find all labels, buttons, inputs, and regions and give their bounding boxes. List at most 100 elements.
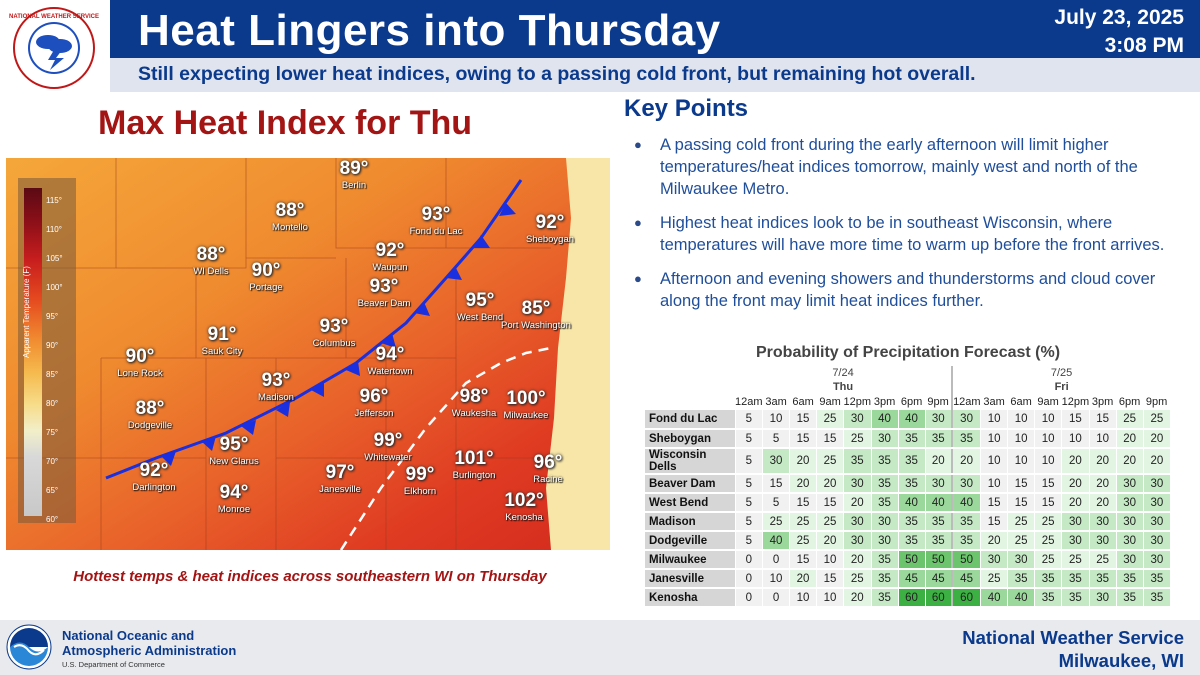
pop-value-cell: 10 (762, 569, 790, 589)
pop-value-cell: 20 (843, 550, 872, 570)
pop-value-cell: 5 (762, 429, 790, 449)
pop-value-cell: 0 (762, 588, 790, 608)
city-label: 88° Montello (272, 200, 308, 233)
pop-value-cell: 15 (789, 493, 817, 513)
map-title: Max Heat Index for Thu (98, 104, 473, 142)
key-point-item: Afternoon and evening showers and thunde… (634, 268, 1174, 312)
pop-date-row: 7/24 7/25 (645, 366, 1171, 380)
pop-value-cell: 20 (951, 448, 981, 475)
pop-value-cell: 15 (789, 550, 817, 570)
pop-value-cell: 25 (843, 569, 872, 589)
pop-value-cell: 5 (734, 474, 763, 494)
pop-value-cell: 35 (924, 531, 953, 551)
pop-value-cell: 30 (762, 448, 790, 475)
pop-value-cell: 10 (816, 588, 844, 608)
pop-value-cell: 15 (1061, 410, 1090, 430)
pop-hour-header: 6pm (1118, 396, 1141, 408)
pop-location-cell: Fond du Lac (645, 410, 735, 430)
pop-value-cell: 40 (1007, 588, 1035, 608)
dashed-boundary (339, 346, 552, 550)
pop-value-cell: 35 (870, 550, 899, 570)
pop-value-cell: 25 (1034, 531, 1062, 551)
nws-logo-text: NATIONAL WEATHER SERVICE (9, 14, 99, 20)
city-label: 99° Elkhorn (403, 464, 437, 497)
noaa-logo (6, 624, 52, 670)
legend-tick: 90° (46, 341, 59, 350)
pop-value-cell: 30 (1088, 588, 1117, 608)
city-label: 101° Burlington (452, 448, 496, 481)
pop-value-cell: 0 (734, 569, 763, 589)
pop-value-cell: 5 (734, 493, 763, 513)
pop-value-cell: 50 (924, 550, 953, 570)
pop-value-cell: 35 (924, 429, 953, 449)
lake-michigan (546, 158, 610, 550)
pop-hour-header: 6am (1010, 396, 1032, 408)
pop-value-cell: 20 (1088, 474, 1117, 494)
pop-hour-header: 12pm (1061, 396, 1090, 408)
pop-location-cell: Dodgeville (645, 531, 735, 551)
pop-hour-header: 9pm (927, 396, 949, 408)
pop-hour-row: 12am 3am 6am 9am 12pm 3pm 6pm 9pm 12am 3am 6am 9am 1… (645, 394, 1170, 410)
pop-value-cell: 60 (951, 588, 981, 608)
pop-dow-row: Thu Fri (645, 380, 1171, 394)
pop-value-cell: 15 (816, 429, 844, 449)
city-label: 85° Port Washington (501, 298, 571, 331)
pop-value-cell: 30 (924, 410, 953, 430)
pop-value-cell: 10 (1034, 410, 1062, 430)
pop-value-cell: 45 (897, 569, 926, 589)
pop-location-cell: Kenosha (645, 588, 735, 608)
pop-value-cell: 35 (1142, 588, 1171, 608)
pop-value-cell: 30 (870, 531, 899, 551)
city-label: 92° Waupun (372, 240, 408, 273)
office-name: National Weather Service Milwaukee, WI (962, 626, 1184, 672)
pop-value-cell: 30 (1142, 474, 1171, 494)
legend-tick: 65° (46, 486, 59, 495)
pop-value-cell: 25 (1088, 550, 1117, 570)
pop-value-cell: 25 (980, 569, 1008, 589)
city-label: 93° Beaver Dam (357, 276, 411, 309)
pop-value-cell: 35 (1142, 569, 1171, 589)
pop-value-cell: 20 (980, 531, 1008, 551)
city-label: 93° Fond du Lac (409, 204, 463, 237)
pop-value-cell: 30 (1088, 512, 1117, 532)
city-label: 94° Monroe (217, 482, 251, 515)
pop-hour-header: 12am (735, 396, 763, 408)
map-caption: Hottest temps & heat indices across sout… (73, 568, 547, 585)
pop-value-cell: 60 (897, 588, 926, 608)
pop-value-cell: 35 (870, 448, 899, 475)
pop-value-cell: 0 (762, 550, 790, 570)
noaa-department: U.S. Department of Commerce (62, 660, 165, 669)
pop-value-cell: 30 (1115, 512, 1144, 532)
issued-date: July 23, 2025 (1054, 6, 1184, 29)
pop-hour-header: 9am (1037, 396, 1059, 408)
pop-hour-header: 9pm (1145, 396, 1168, 408)
pop-value-cell: 25 (1034, 512, 1062, 532)
city-label: 93° Columbus (312, 316, 356, 349)
title-bar: Heat Lingers into Thursday July 23, 2025… (110, 0, 1200, 58)
pop-value-cell: 25 (1061, 550, 1090, 570)
pop-table-row: West Bend 5 5 15 15 20 35 40 40 40 15 15 15 20 20 30 30 (645, 493, 1171, 513)
pop-value-cell: 30 (843, 531, 872, 551)
pop-value-cell: 10 (1034, 448, 1062, 475)
pop-value-cell: 25 (789, 512, 817, 532)
pop-value-cell: 20 (843, 493, 872, 513)
pop-value-cell: 20 (843, 588, 872, 608)
legend-tick: 70° (46, 457, 59, 466)
pop-value-cell: 20 (1061, 474, 1090, 494)
pop-value-cell: 10 (816, 550, 844, 570)
pop-hour-header: 6pm (900, 396, 923, 408)
pop-day-dow: Thu (832, 381, 854, 393)
pop-location-cell: Milwaukee (645, 550, 735, 570)
pop-value-cell: 30 (870, 429, 899, 449)
pop-value-cell: 35 (1115, 588, 1144, 608)
pop-value-cell: 40 (897, 493, 926, 513)
pop-value-cell: 35 (1034, 588, 1062, 608)
pop-value-cell: 30 (1061, 531, 1090, 551)
pop-value-cell: 40 (870, 410, 899, 430)
pop-value-cell: 30 (1007, 550, 1035, 570)
pop-value-cell: 20 (1142, 448, 1171, 475)
pop-value-cell: 10 (980, 448, 1008, 475)
pop-value-cell: 25 (1007, 512, 1035, 532)
pop-location-cell: Madison (645, 512, 735, 532)
pop-value-cell: 35 (924, 512, 953, 532)
